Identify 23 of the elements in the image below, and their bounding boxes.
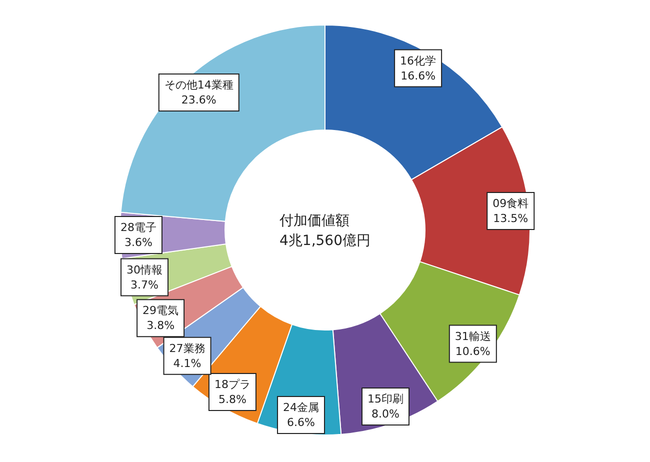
slice-label: 18プラ <box>214 378 250 392</box>
slice-label: 31輸送 <box>454 330 491 343</box>
slice-label: 09食料 <box>492 196 529 210</box>
slice-label: 29電気 <box>142 304 179 318</box>
slice-label: 24金属 <box>283 401 320 414</box>
slice-label: 16化学 <box>400 54 436 68</box>
data-label: 5.8% <box>218 393 246 406</box>
data-label: 10.6% <box>455 344 490 358</box>
text: 付加価値額 4兆1,560億円 <box>278 213 371 249</box>
slice-label: 15印刷 <box>368 392 404 406</box>
slice-label: 28電子 <box>120 220 156 234</box>
data-label: 8.0% <box>372 408 400 421</box>
data-label: 3.7% <box>130 278 158 292</box>
data-label: 3.8% <box>146 319 175 332</box>
data-label: 23.6% <box>181 93 216 106</box>
data-label: 3.6% <box>124 236 152 249</box>
data-label: 6.6% <box>287 416 315 430</box>
data-label: 4.1% <box>173 356 202 370</box>
slice-label: 30情報 <box>126 263 162 276</box>
data-label: 16.6% <box>400 69 436 82</box>
slice-label: 27業務 <box>169 342 206 355</box>
slice-label: その他14業種 <box>164 78 234 92</box>
data-label: 13.5% <box>493 212 528 225</box>
